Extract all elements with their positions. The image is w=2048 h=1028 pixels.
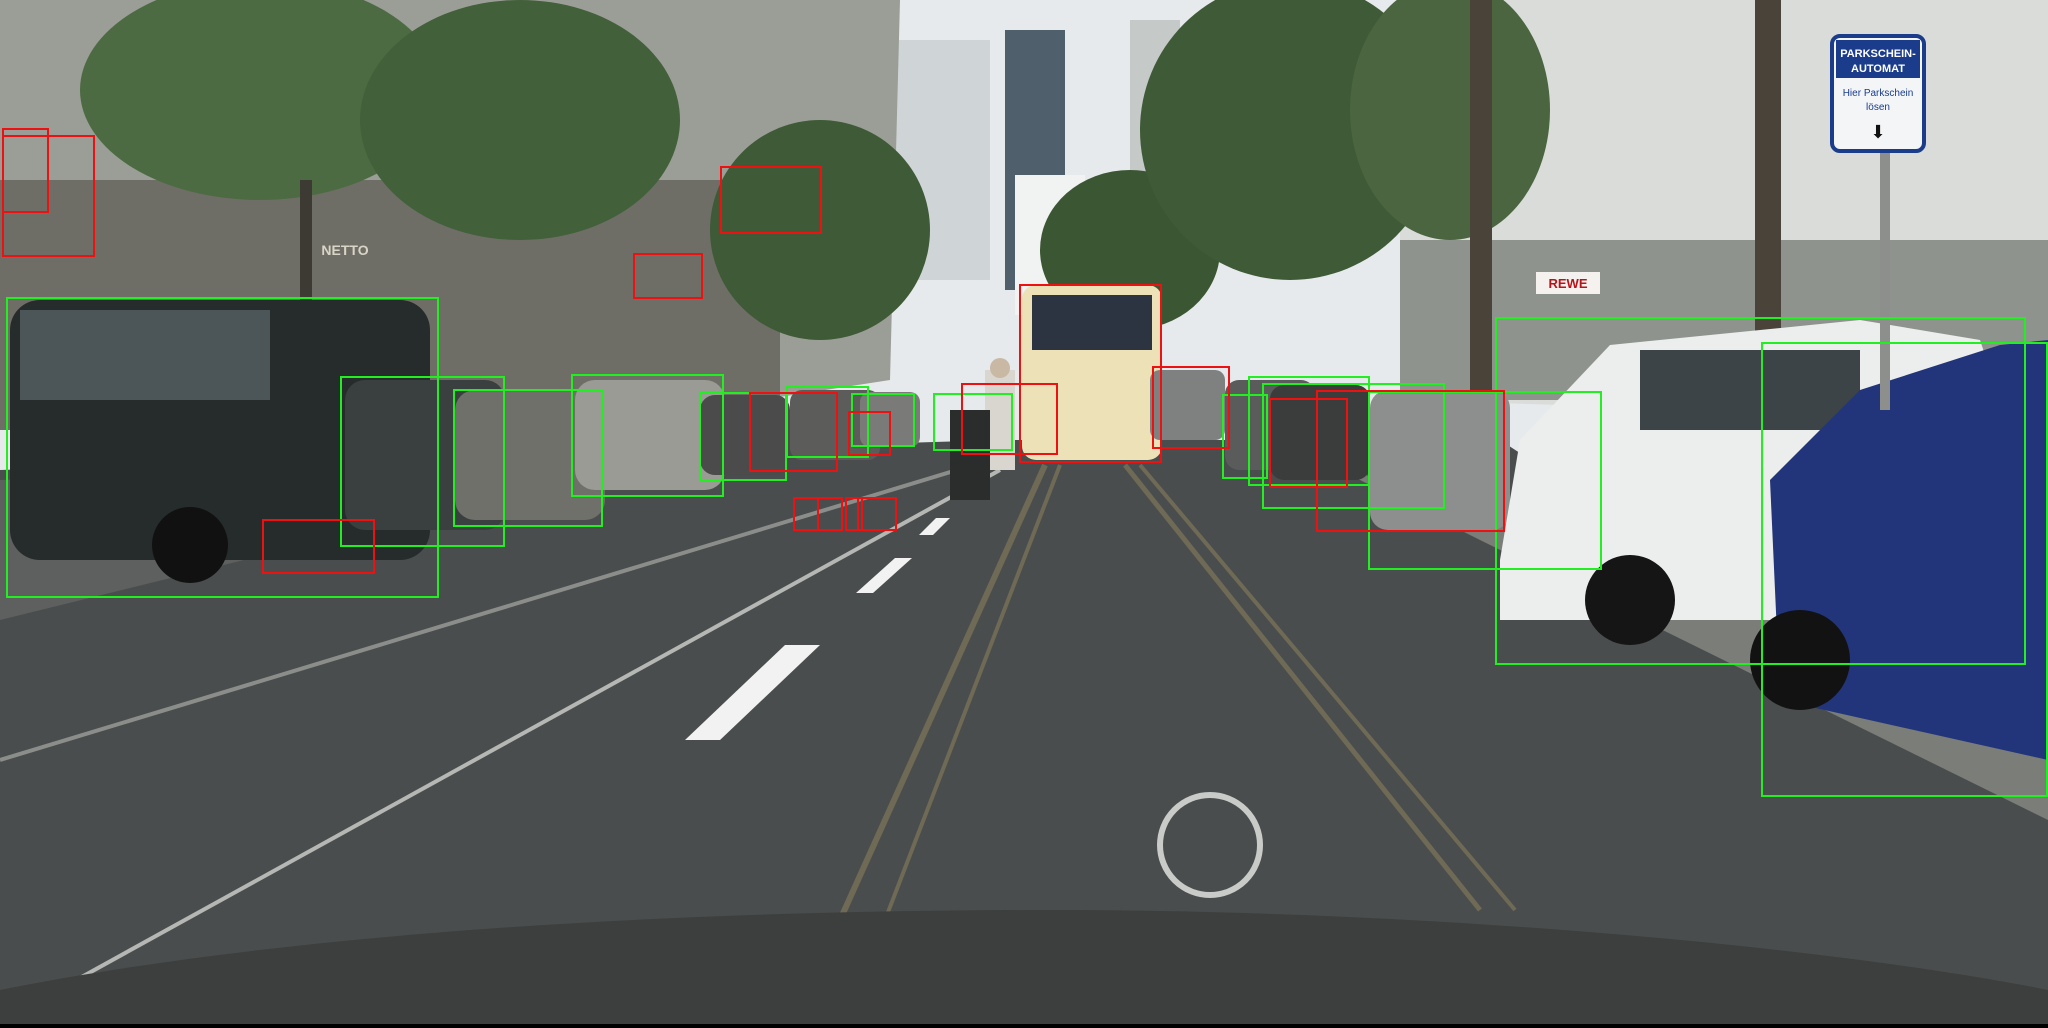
white-car-window [1640,350,1860,430]
bbox-red-pedestrian [961,383,1058,455]
rewe-sign [1536,272,1600,294]
parking-sign-line4: lösen [1866,102,1890,113]
parking-sign-line1: PARKSCHEIN- [1840,48,1916,60]
mercedes-star-icon [1157,792,1263,898]
bbox-green-van [6,297,439,598]
white-car-wheel [1585,555,1675,645]
bbox-green-white-car [1495,317,2026,665]
bbox-green-car-l5 [786,386,869,458]
car-left-2 [455,390,605,520]
car-left-5 [790,390,880,460]
parking-sign-line2: AUTOMAT [1851,63,1905,75]
tree-left-2 [360,0,680,240]
lane-line-left [0,458,991,762]
parking-sign-header [1836,40,1920,78]
bbox-red-sign-1 [633,253,703,299]
rail-2 [883,464,1062,921]
van-window [20,310,270,400]
rewe-sign-text: REWE [1549,276,1588,291]
lane-dash-1 [685,645,820,740]
rail-4 [1138,463,1517,912]
rail-3 [1123,463,1482,912]
bbox-green-car-l2 [453,389,603,527]
bbox-red-window-2 [2,135,95,257]
bbox-green-blue-car [1761,342,2048,797]
tree-trunk-1 [1470,0,1492,400]
lane-dash-2 [856,558,912,593]
bus-windshield [1032,295,1152,350]
bbox-green-car-l7 [933,393,1013,451]
store-left-sign-text: NETTO [321,242,368,258]
walker [950,410,990,500]
car-right-4 [1370,390,1510,530]
bbox-red-cones-2 [817,497,843,531]
lane-line-right [39,468,1001,1002]
tree-left-1 [80,0,440,200]
bbox-green-car-l3 [571,374,724,497]
down-arrow-icon: ⬇ [1870,122,1885,143]
pedestrian-head [990,358,1010,378]
bbox-red-car-small [848,411,891,456]
blue-car-wheel [1750,610,1850,710]
bbox-green-car-r3 [1262,383,1445,509]
bbox-green-car-l1 [340,376,505,547]
lane-dash-3 [919,518,950,535]
bbox-red-car-mid [749,392,838,472]
bbox-red-sign-2 [720,166,822,234]
bbox-red-cones-3 [845,497,863,531]
car-left-3 [575,380,725,490]
bbox-green-car-r4 [1368,391,1602,570]
rail-1 [837,463,1048,922]
car-right-1 [1150,370,1225,440]
bbox-red-plate [262,519,375,574]
bbox-red-bus [1019,284,1162,463]
bbox-red-cones-4 [857,497,897,531]
ego-hood [0,910,2048,1024]
tree-trunk-2 [1755,0,1781,360]
bbox-red-car-r2 [1269,398,1348,488]
car-right-3 [1270,385,1370,480]
bbox-green-car-l6 [851,393,915,447]
sign-pole [1880,150,1890,410]
bbox-red-cones-1 [793,497,819,531]
bbox-red-car-r3 [1316,390,1505,532]
tree-right-2 [1350,0,1550,240]
bbox-red-car-r1 [1152,366,1230,449]
parking-sign-line3: Hier Parkschein [1843,88,1914,99]
van-wheel [152,507,228,583]
bbox-green-car-r1 [1222,394,1268,479]
